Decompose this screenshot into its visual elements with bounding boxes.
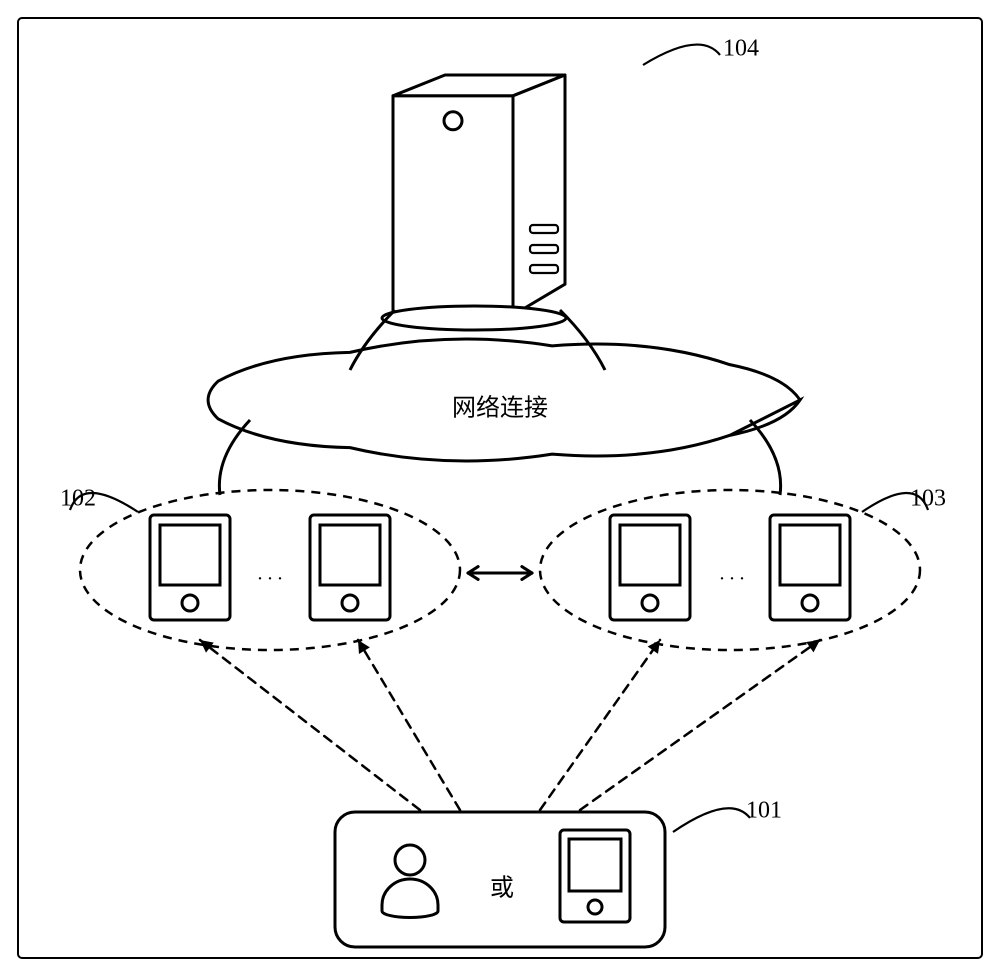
device-icon <box>150 515 230 620</box>
device-icon <box>560 830 630 922</box>
user-ref-label: 101 <box>746 798 782 824</box>
diagram-svg: 104 网络连接 . . . 102 . . . 103 或 101 <box>0 0 1000 975</box>
group-ref-label: 102 <box>60 486 96 512</box>
device-icon <box>610 515 690 620</box>
device-icon <box>770 515 850 620</box>
ellipsis: . . . <box>720 563 745 585</box>
device-icon <box>310 515 390 620</box>
cloud-label: 网络连接 <box>452 395 548 422</box>
diagram-stage: 104 网络连接 . . . 102 . . . 103 或 101 <box>0 0 1000 975</box>
ellipsis: . . . <box>258 563 283 585</box>
group-ref-label: 103 <box>910 486 946 512</box>
server-ref-label: 104 <box>723 36 759 62</box>
or-label: 或 <box>490 875 514 902</box>
